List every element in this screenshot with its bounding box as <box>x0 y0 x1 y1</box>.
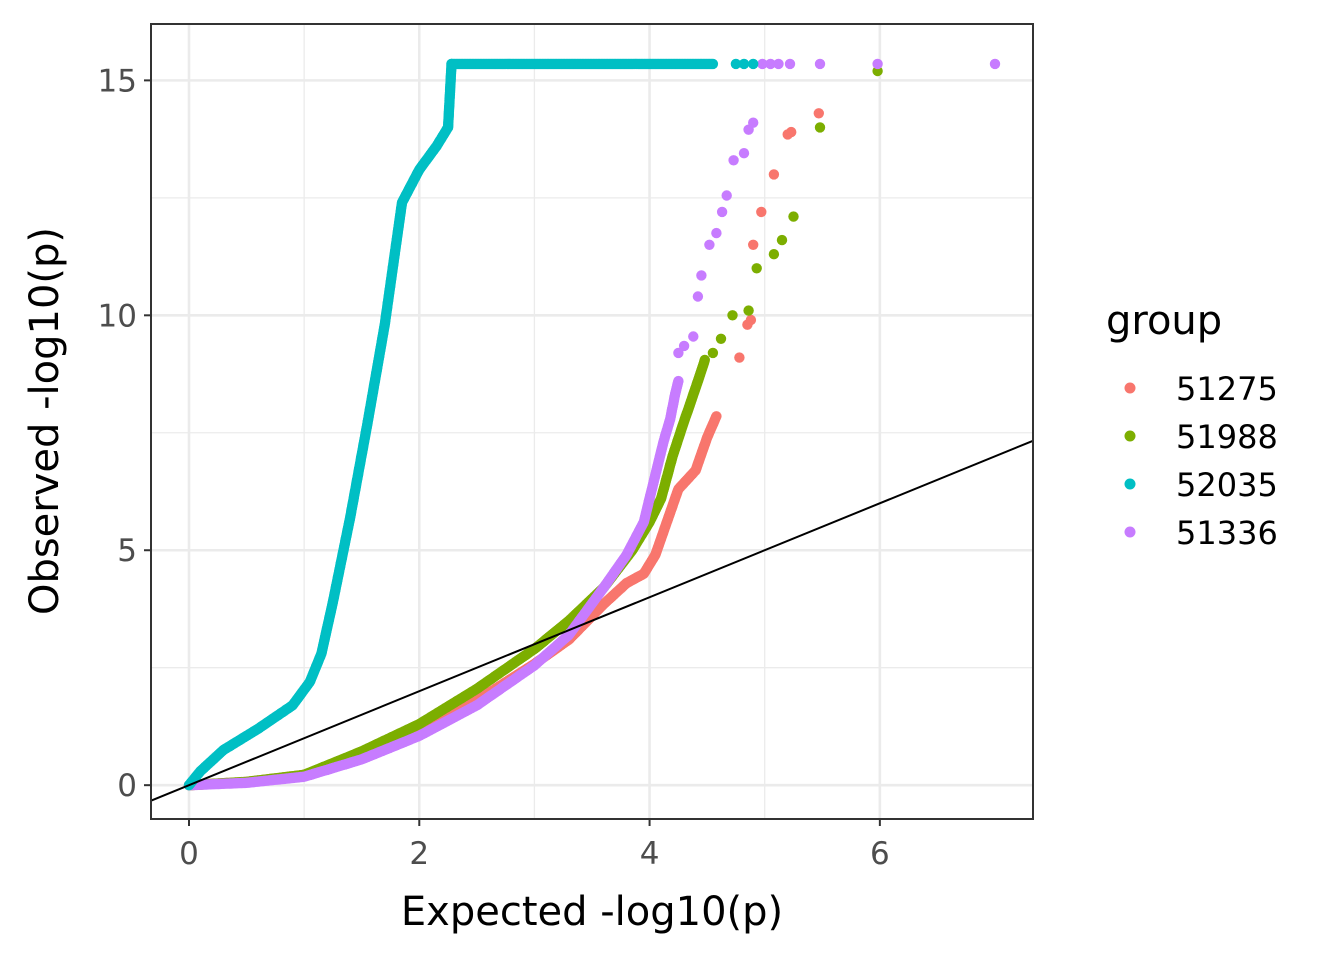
x-tick-label: 4 <box>640 836 660 872</box>
x-axis-ticks: 0 2 4 6 <box>179 819 890 872</box>
x-tick-label: 6 <box>870 836 890 872</box>
point <box>738 58 750 70</box>
legend-label: 51275 <box>1176 370 1278 408</box>
legend-key <box>1124 382 1136 394</box>
point <box>813 108 824 119</box>
legend-title: group <box>1106 298 1222 344</box>
reference-line <box>150 439 1034 802</box>
series-52035 <box>183 58 759 791</box>
legend-item: 51988 <box>1124 418 1278 456</box>
point <box>711 411 722 422</box>
point <box>765 58 776 70</box>
point <box>699 354 710 366</box>
point <box>692 291 704 302</box>
point <box>742 319 753 330</box>
plot-panel-border <box>150 23 1034 820</box>
y-tick-label: 15 <box>98 63 137 99</box>
legend: group 51275 51988 52035 51336 <box>1106 298 1278 552</box>
point <box>814 122 826 133</box>
y-axis-ticks: 0 5 10 15 <box>98 63 151 804</box>
series-51336 <box>183 58 1001 791</box>
point <box>711 227 722 239</box>
legend-key <box>1124 526 1136 538</box>
legend-item: 51336 <box>1124 514 1278 552</box>
legend-key <box>1124 430 1136 442</box>
point <box>734 352 745 363</box>
point <box>707 347 719 359</box>
point <box>715 333 727 344</box>
y-tick-label: 0 <box>117 768 137 804</box>
legend-label: 51988 <box>1176 418 1278 456</box>
plot-panel-background <box>151 24 1033 819</box>
x-tick-label: 2 <box>409 836 429 872</box>
point <box>727 310 738 321</box>
point <box>688 331 699 342</box>
point <box>721 190 732 201</box>
point <box>786 126 797 138</box>
point <box>673 375 684 387</box>
point <box>730 58 742 70</box>
x-tick-label: 0 <box>179 836 199 872</box>
y-axis-title: Observed -log10(p) <box>22 227 68 615</box>
point <box>704 239 715 250</box>
legend-item: 51275 <box>1124 370 1278 408</box>
point <box>784 58 796 70</box>
point <box>814 58 826 70</box>
point <box>748 239 759 250</box>
legend-label: 51336 <box>1176 514 1278 552</box>
y-tick-label: 10 <box>98 298 137 334</box>
point <box>872 58 883 70</box>
point <box>738 148 750 159</box>
point <box>788 211 799 222</box>
y-tick-label: 5 <box>117 533 137 569</box>
legend-item: 52035 <box>1124 466 1278 504</box>
point <box>728 155 739 166</box>
point <box>768 169 780 180</box>
point <box>678 340 690 352</box>
x-axis-title: Expected -log10(p) <box>401 889 783 935</box>
point <box>743 305 754 316</box>
point <box>748 58 759 70</box>
point <box>673 347 684 359</box>
point <box>707 58 719 70</box>
point <box>757 58 768 70</box>
point <box>773 58 784 70</box>
grid-major <box>151 24 1033 819</box>
point <box>768 249 780 260</box>
point <box>776 234 788 246</box>
legend-key <box>1124 478 1136 490</box>
point <box>748 117 759 128</box>
legend-items: 51275 51988 52035 51336 <box>1124 370 1278 552</box>
point <box>989 58 1001 70</box>
point <box>696 270 707 281</box>
point <box>756 206 767 218</box>
data-points <box>183 58 1001 791</box>
legend-label: 52035 <box>1176 466 1278 504</box>
point <box>716 206 728 218</box>
point <box>751 263 762 274</box>
